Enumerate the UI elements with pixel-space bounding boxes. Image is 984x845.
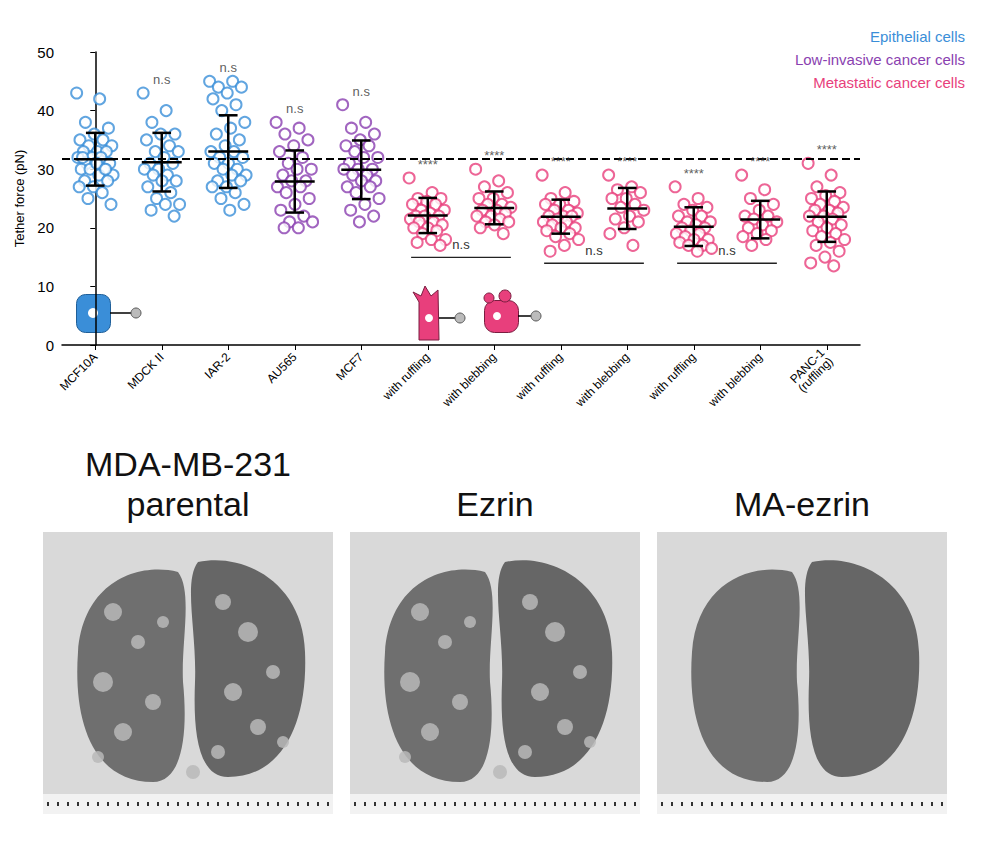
svg-text:with blebbing: with blebbing xyxy=(439,350,499,410)
svg-text:AU565: AU565 xyxy=(264,350,300,386)
svg-text:Low-invasive cancer cells: Low-invasive cancer cells xyxy=(795,51,965,68)
svg-text:50: 50 xyxy=(37,44,54,61)
svg-text:****: **** xyxy=(418,157,438,172)
svg-text:****: **** xyxy=(617,154,637,169)
svg-text:n.s: n.s xyxy=(286,101,304,116)
svg-text:PANC-1: PANC-1 xyxy=(787,345,828,387)
svg-text:20: 20 xyxy=(37,219,54,236)
html-text:Ezrin: Ezrin xyxy=(456,485,534,523)
svg-text:with blebbing: with blebbing xyxy=(705,350,765,410)
svg-text:0: 0 xyxy=(46,337,54,354)
svg-text:n.s: n.s xyxy=(452,237,470,252)
svg-text:MCF7: MCF7 xyxy=(333,350,366,383)
svg-text:with ruffling: with ruffling xyxy=(379,350,432,403)
html-text:MDA-MB-231 parental: MDA-MB-231 parental xyxy=(85,445,291,523)
svg-text:n.s: n.s xyxy=(353,84,371,99)
svg-text:(ruffling): (ruffling) xyxy=(795,354,836,395)
svg-text:n.s: n.s xyxy=(585,243,603,258)
svg-text:Metastatic cancer cells: Metastatic cancer cells xyxy=(813,74,965,91)
svg-text:MDCK II: MDCK II xyxy=(125,350,167,392)
svg-text:n.s: n.s xyxy=(153,72,171,87)
svg-text:MCF10A: MCF10A xyxy=(57,350,100,393)
svg-text:with ruffling: with ruffling xyxy=(645,350,698,403)
svg-text:****: **** xyxy=(484,148,504,163)
svg-text:Tether force (pN): Tether force (pN) xyxy=(12,150,27,248)
svg-text:30: 30 xyxy=(37,161,54,178)
svg-text:****: **** xyxy=(684,166,704,181)
svg-text:****: **** xyxy=(551,154,571,169)
svg-text:40: 40 xyxy=(37,102,54,119)
html-text:MA-ezrin: MA-ezrin xyxy=(734,485,870,523)
svg-text:10: 10 xyxy=(37,278,54,295)
svg-text:with ruffling: with ruffling xyxy=(512,350,565,403)
svg-text:with blebbing: with blebbing xyxy=(572,350,632,410)
svg-text:****: **** xyxy=(817,142,837,157)
svg-text:Epithelial cells: Epithelial cells xyxy=(870,28,965,45)
svg-text:n.s: n.s xyxy=(220,60,238,75)
svg-text:****: **** xyxy=(750,154,770,169)
svg-text:n.s: n.s xyxy=(718,243,736,258)
svg-text:IAR-2: IAR-2 xyxy=(202,350,234,382)
